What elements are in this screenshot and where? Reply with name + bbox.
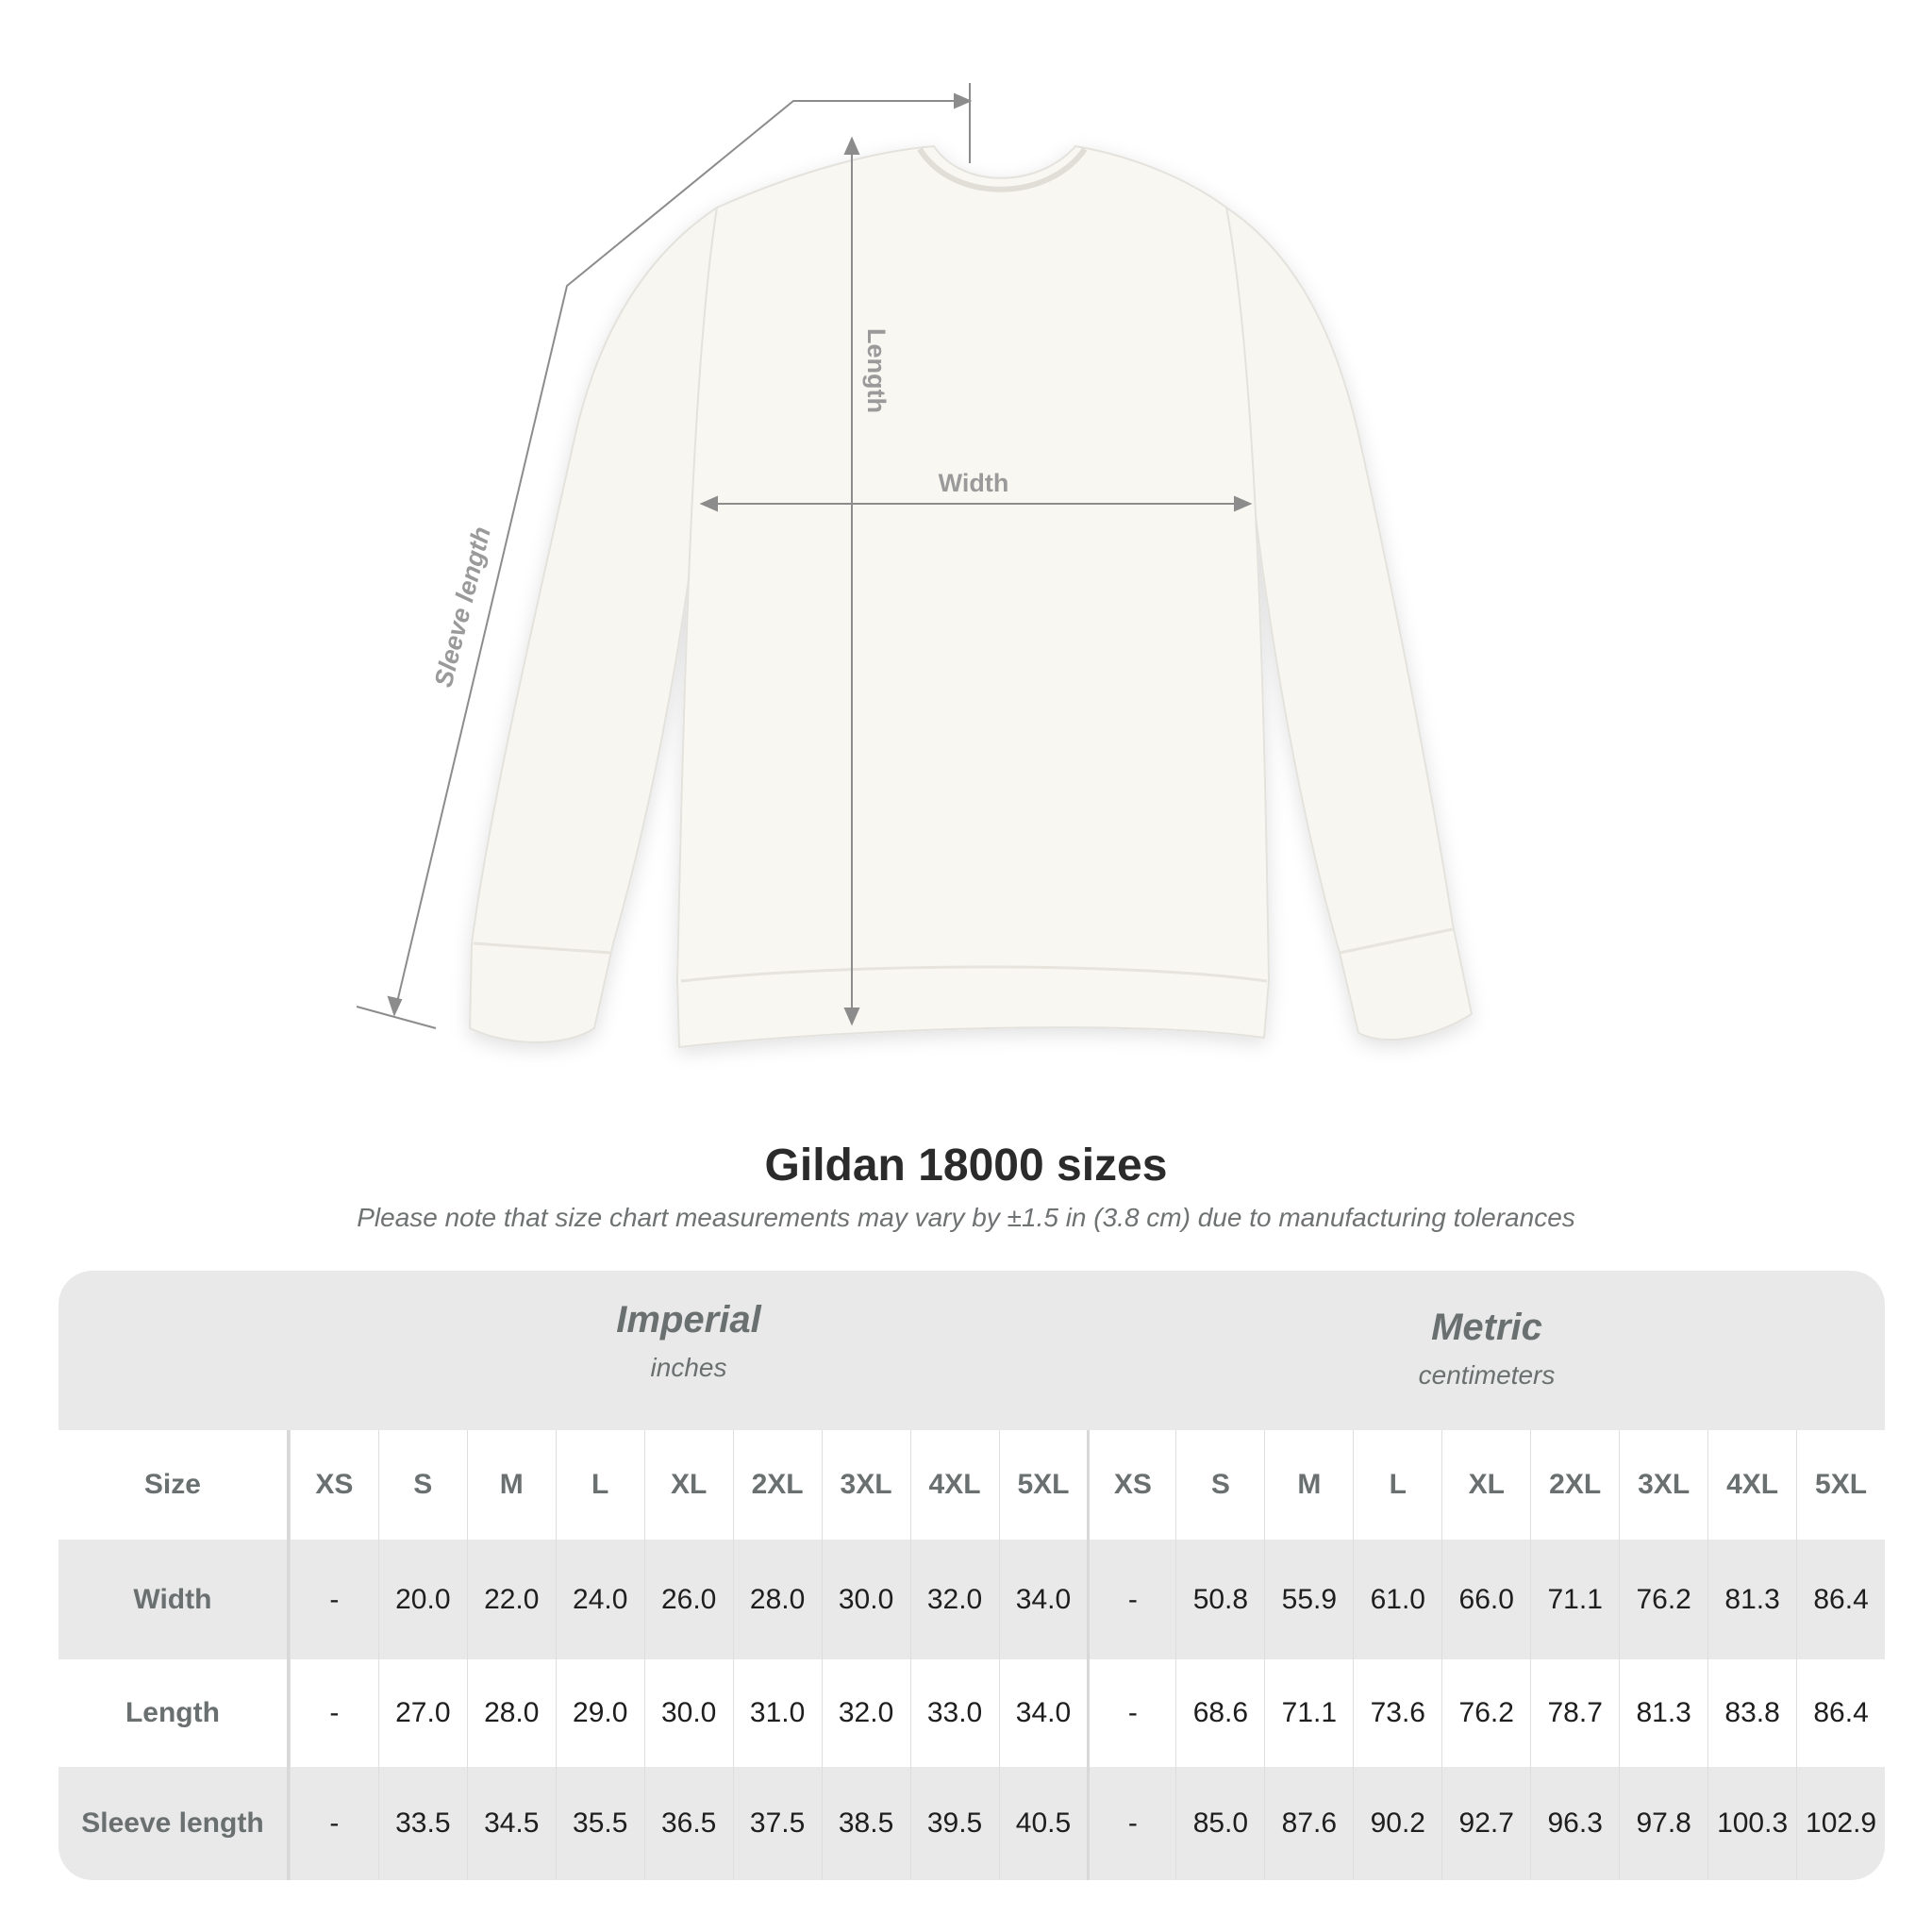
- chart-title: Gildan 18000 sizes: [764, 1141, 1168, 1191]
- value-imperial: 36.5: [643, 1767, 733, 1880]
- size-metric: M: [1264, 1430, 1353, 1540]
- value-metric: -: [1087, 1659, 1175, 1767]
- value-metric: 83.8: [1707, 1659, 1796, 1767]
- value-metric: 87.6: [1264, 1767, 1353, 1880]
- table-row: Sleeve length -33.5 34.5 35.5 36.5 37.5 38.5 39…: [58, 1767, 1885, 1880]
- value-metric: 50.8: [1175, 1540, 1264, 1659]
- size-imperial: 4XL: [909, 1430, 999, 1540]
- size-metric: 4XL: [1707, 1430, 1796, 1540]
- value-metric: 71.1: [1530, 1540, 1619, 1659]
- row-label: Length: [58, 1659, 290, 1767]
- row-label: Width: [58, 1540, 290, 1659]
- size-imperial: 3XL: [821, 1430, 910, 1540]
- size-table: Imperial inches Metric centimeters Size X…: [58, 1271, 1885, 1880]
- value-imperial: 32.0: [909, 1540, 999, 1659]
- size-metric: 2XL: [1530, 1430, 1619, 1540]
- value-metric: 68.6: [1175, 1659, 1264, 1767]
- row-label: Size: [58, 1430, 290, 1540]
- value-metric: 78.7: [1530, 1659, 1619, 1767]
- value-imperial: 33.0: [909, 1659, 999, 1767]
- value-imperial: 22.0: [466, 1540, 556, 1659]
- sleeve-length-label: Sleeve length: [429, 524, 496, 690]
- value-metric: 85.0: [1175, 1767, 1264, 1880]
- value-metric: 71.1: [1264, 1659, 1353, 1767]
- value-imperial: 26.0: [643, 1540, 733, 1659]
- value-metric: 55.9: [1264, 1540, 1353, 1659]
- value-imperial: 31.0: [732, 1659, 822, 1767]
- value-metric: 86.4: [1796, 1659, 1885, 1767]
- value-metric: 86.4: [1796, 1540, 1885, 1659]
- value-metric: 90.2: [1353, 1767, 1441, 1880]
- value-metric: 96.3: [1530, 1767, 1619, 1880]
- metric-unit: centimeters: [1418, 1360, 1556, 1390]
- size-imperial: XL: [643, 1430, 733, 1540]
- value-imperial: -: [289, 1540, 378, 1659]
- value-imperial: 34.0: [998, 1659, 1088, 1767]
- value-imperial: 34.0: [998, 1540, 1088, 1659]
- size-metric: S: [1175, 1430, 1264, 1540]
- value-imperial: 20.0: [377, 1540, 467, 1659]
- value-imperial: 29.0: [555, 1659, 644, 1767]
- size-metric: L: [1353, 1430, 1441, 1540]
- value-imperial: 24.0: [555, 1540, 644, 1659]
- value-imperial: 38.5: [821, 1767, 910, 1880]
- value-metric: 76.2: [1619, 1540, 1707, 1659]
- value-imperial: 39.5: [909, 1767, 999, 1880]
- size-imperial: 2XL: [732, 1430, 822, 1540]
- size-metric: XL: [1441, 1430, 1530, 1540]
- value-imperial: 30.0: [643, 1659, 733, 1767]
- metric-header: Metric centimeters: [1088, 1307, 1885, 1391]
- value-imperial: 28.0: [466, 1659, 556, 1767]
- length-label: Length: [862, 328, 891, 413]
- sweatshirt: [468, 144, 1474, 1049]
- value-imperial: 33.5: [377, 1767, 467, 1880]
- size-imperial: M: [466, 1430, 556, 1540]
- value-imperial: 27.0: [377, 1659, 467, 1767]
- unit-header: Imperial inches Metric centimeters: [58, 1271, 1885, 1430]
- size-metric: 5XL: [1796, 1430, 1885, 1540]
- value-imperial: 32.0: [821, 1659, 910, 1767]
- size-metric: XS: [1087, 1430, 1175, 1540]
- size-imperial: 5XL: [998, 1430, 1088, 1540]
- value-imperial: 28.0: [732, 1540, 822, 1659]
- value-metric: -: [1087, 1767, 1175, 1880]
- value-metric: -: [1087, 1540, 1175, 1659]
- metric-label: Metric: [1431, 1307, 1542, 1348]
- size-header-row: Size XS S M L XL 2XL 3XL 4XL 5XL XS S M L XL 2XL 3XL 4XL 5…: [58, 1430, 1885, 1540]
- size-imperial: L: [555, 1430, 644, 1540]
- value-imperial: -: [289, 1659, 378, 1767]
- value-imperial: 37.5: [732, 1767, 822, 1880]
- imperial-unit: inches: [650, 1353, 727, 1382]
- value-imperial: -: [289, 1767, 378, 1880]
- width-label: Width: [939, 469, 1009, 497]
- tolerance-note: Please note that size chart measurements…: [357, 1203, 1575, 1232]
- size-imperial: S: [377, 1430, 467, 1540]
- value-metric: 100.3: [1707, 1767, 1796, 1880]
- value-metric: 102.9: [1796, 1767, 1885, 1880]
- table-row: Length -27.0 28.0 29.0 30.0 31.0 32.0 33.0 34.0-…: [58, 1659, 1885, 1767]
- value-metric: 73.6: [1353, 1659, 1441, 1767]
- table-row: Width -20.0 22.0 24.0 26.0 28.0 30.0 32.0 34.0-5…: [58, 1540, 1885, 1659]
- value-imperial: 30.0: [821, 1540, 910, 1659]
- measurement-lines: [356, 83, 1253, 1029]
- value-metric: 81.3: [1619, 1659, 1707, 1767]
- row-label: Sleeve length: [58, 1767, 290, 1880]
- value-imperial: 35.5: [555, 1767, 644, 1880]
- value-metric: 92.7: [1441, 1767, 1530, 1880]
- imperial-label: Imperial: [616, 1299, 761, 1341]
- size-imperial: XS: [289, 1430, 378, 1540]
- value-metric: 66.0: [1441, 1540, 1530, 1659]
- value-metric: 97.8: [1619, 1767, 1707, 1880]
- size-metric: 3XL: [1619, 1430, 1707, 1540]
- value-metric: 61.0: [1353, 1540, 1441, 1659]
- value-metric: 81.3: [1707, 1540, 1796, 1659]
- imperial-header: Imperial inches: [290, 1299, 1088, 1383]
- value-imperial: 40.5: [998, 1767, 1088, 1880]
- value-metric: 76.2: [1441, 1659, 1530, 1767]
- value-imperial: 34.5: [466, 1767, 556, 1880]
- sweatshirt-illustration: Length Width Sleeve length: [356, 83, 1474, 1049]
